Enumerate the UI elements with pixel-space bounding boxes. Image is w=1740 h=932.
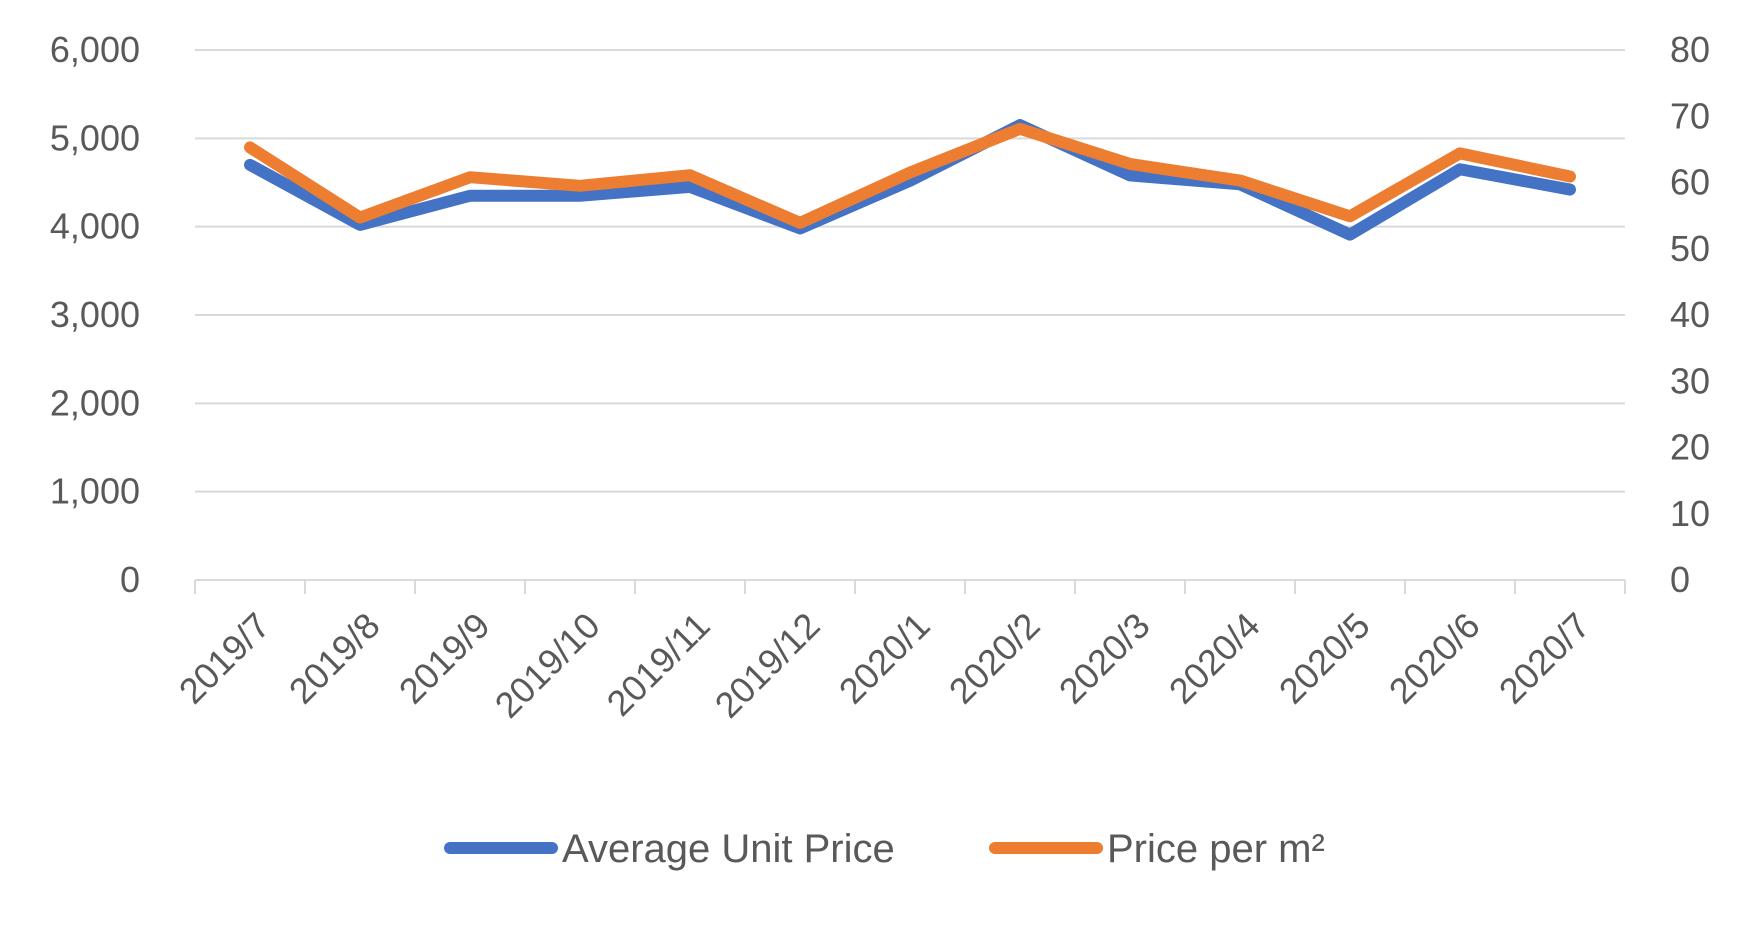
left-y-tick-label: 4,000	[50, 206, 140, 247]
x-tick-label: 2019/7	[171, 605, 278, 712]
left-y-tick-label: 1,000	[50, 471, 140, 512]
x-tick-label: 2019/11	[599, 605, 718, 724]
right-y-tick-label: 20	[1670, 427, 1710, 468]
right-y-tick-label: 40	[1670, 294, 1710, 335]
x-tick-label: 2019/9	[391, 605, 498, 712]
x-tick-label: 2019/10	[487, 605, 608, 726]
left-y-tick-label: 3,000	[50, 294, 140, 335]
left-y-tick-label: 5,000	[50, 117, 140, 158]
x-tick-label: 2020/5	[1271, 605, 1378, 712]
left-y-tick-label: 2,000	[50, 382, 140, 423]
right-y-tick-label: 50	[1670, 228, 1710, 269]
right-y-tick-label: 60	[1670, 162, 1710, 203]
x-tick-label: 2020/2	[941, 605, 1048, 712]
legend: Average Unit Price Price per m²	[444, 827, 1325, 871]
series-line-average-unit-price	[244, 119, 1576, 241]
left-y-tick-label: 0	[120, 559, 140, 600]
x-tick-label: 2020/3	[1051, 605, 1158, 712]
legend-label: Price per m²	[1107, 827, 1325, 871]
left-y-tick-label: 6,000	[50, 29, 140, 70]
x-tick-label: 2019/8	[281, 605, 388, 712]
right-y-tick-label: 80	[1670, 29, 1710, 70]
gridlines	[195, 49, 1625, 493]
legend-label: Average Unit Price	[562, 827, 895, 871]
x-tick-label: 2020/1	[831, 605, 938, 712]
series-lines	[244, 119, 1576, 241]
right-y-tick-label: 30	[1670, 360, 1710, 401]
series-line-price-per-m2	[244, 122, 1576, 229]
x-tick-label: 2020/7	[1491, 605, 1598, 712]
right-y-tick-label: 10	[1670, 493, 1710, 534]
left-y-axis-ticks: 0 1,000 2,000 3,000 4,000 5,000 6,000	[50, 29, 140, 600]
x-tick-label: 2020/6	[1381, 605, 1488, 712]
x-tick-label: 2020/4	[1161, 605, 1268, 712]
x-tick-label: 2019/12	[707, 605, 828, 726]
right-y-tick-label: 70	[1670, 95, 1710, 136]
right-y-tick-label: 0	[1670, 559, 1690, 600]
right-y-axis-ticks: 0 10 20 30 40 50 60 70 80	[1670, 29, 1710, 600]
